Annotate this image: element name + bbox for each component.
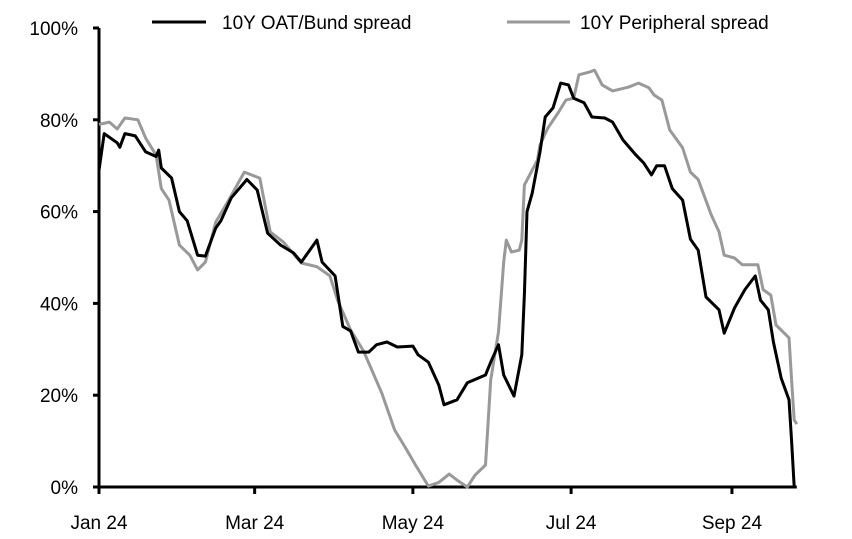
legend: 10Y OAT/Bund spread 10Y Peripheral sprea… [152,13,769,34]
legend-label-oat-bund: 10Y OAT/Bund spread [222,13,411,34]
y-tick-label: 100% [29,19,78,40]
x-tick-label: Sep 24 [702,513,763,534]
axes: 0% 20% 40% 60% 80% 100% Jan 24 Mar 24 May 24 Jul … [29,19,797,534]
y-tick-label: 0% [51,478,79,499]
legend-label-peripheral: 10Y Peripheral spread [580,13,769,34]
y-tick-label: 20% [40,386,78,407]
x-tick-label: Mar 24 [225,513,285,534]
series-line-peripheral [98,68,799,489]
x-tick-label: Jul 24 [546,513,597,534]
series-line-oat-bund [97,81,796,488]
y-tick-label: 40% [40,294,78,315]
y-tick-label: 60% [40,203,78,224]
x-tick-label: May 24 [382,513,445,534]
series-group [97,68,799,489]
x-tick-label: Jan 24 [70,513,127,534]
y-tick-label: 80% [40,111,78,132]
